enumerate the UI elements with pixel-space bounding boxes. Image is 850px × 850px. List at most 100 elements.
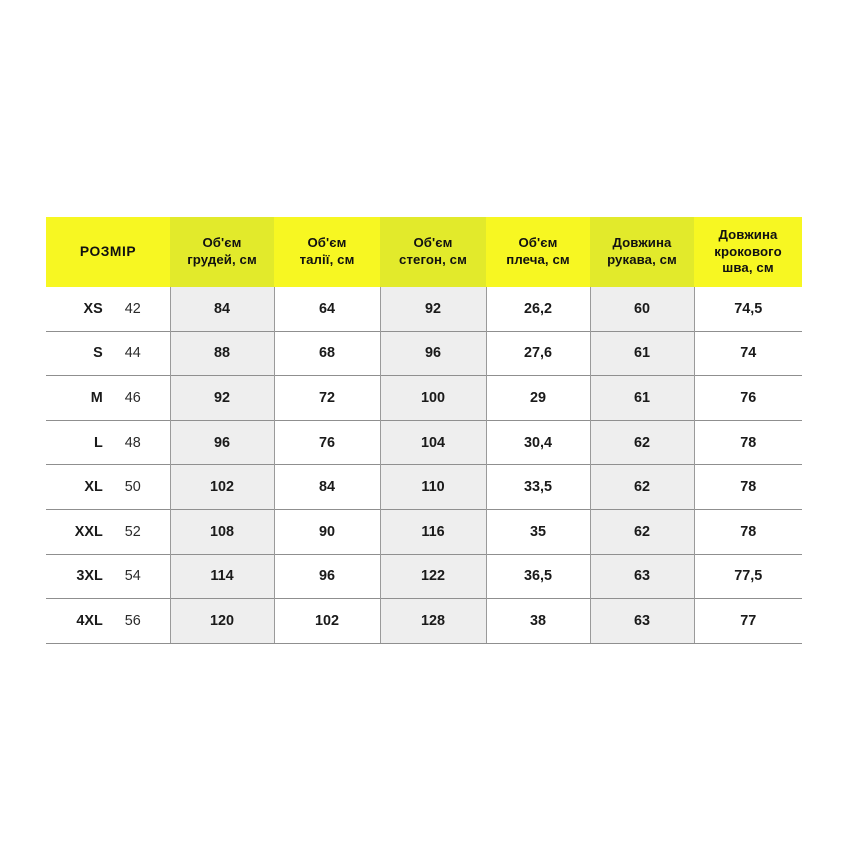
table-row: XXL 52 108 90 116 35 62 78 bbox=[46, 508, 802, 555]
table-row: 3XL 54 114 96 122 36,5 63 77,5 bbox=[46, 553, 802, 599]
column-header-sleeve: Довжина рукава, см bbox=[590, 217, 694, 287]
size-letter: XL bbox=[84, 479, 103, 496]
cell-inseam: 77,5 bbox=[694, 553, 802, 599]
cell-sleeve: 63 bbox=[589, 553, 695, 599]
cell-waist: 90 bbox=[274, 508, 380, 555]
cell-sleeve: 60 bbox=[589, 287, 695, 332]
cell-size: XS 42 bbox=[46, 287, 170, 332]
cell-shoulder: 38 bbox=[486, 598, 590, 644]
cell-hips: 96 bbox=[379, 330, 487, 376]
cell-sleeve: 63 bbox=[589, 598, 695, 644]
header-row: РОЗМІР Об'єм грудей, см Об'єм талії, см … bbox=[46, 217, 802, 287]
cell-shoulder: 26,2 bbox=[486, 287, 590, 332]
cell-hips: 128 bbox=[379, 598, 487, 644]
table-row: XS 42 84 64 92 26,2 60 74,5 bbox=[46, 287, 802, 332]
cell-hips: 100 bbox=[379, 375, 487, 421]
cell-hips: 92 bbox=[379, 287, 487, 332]
size-chart-container: РОЗМІР Об'єм грудей, см Об'єм талії, см … bbox=[46, 217, 802, 644]
size-number: 44 bbox=[124, 345, 141, 362]
cell-chest: 114 bbox=[169, 553, 275, 599]
cell-waist: 84 bbox=[274, 464, 380, 510]
cell-chest: 88 bbox=[169, 330, 275, 376]
cell-waist: 68 bbox=[274, 330, 380, 376]
cell-inseam: 74,5 bbox=[694, 287, 802, 332]
column-header-shoulder-line1: Об'єм bbox=[518, 235, 558, 251]
table-header: РОЗМІР Об'єм грудей, см Об'єм талії, см … bbox=[46, 217, 802, 287]
cell-inseam: 77 bbox=[694, 598, 802, 644]
cell-waist: 72 bbox=[274, 375, 380, 421]
size-chart-table: РОЗМІР Об'єм грудей, см Об'єм талії, см … bbox=[46, 217, 802, 644]
column-header-shoulder: Об'єм плеча, см bbox=[486, 217, 590, 287]
table-row: M 46 92 72 100 29 61 76 bbox=[46, 375, 802, 421]
cell-waist: 64 bbox=[274, 287, 380, 332]
cell-inseam: 78 bbox=[694, 419, 802, 465]
column-header-waist-line2: талії, см bbox=[299, 252, 355, 267]
size-letter: 3XL bbox=[76, 568, 103, 585]
cell-chest: 108 bbox=[169, 508, 275, 555]
cell-inseam: 78 bbox=[694, 464, 802, 510]
column-header-waist-line1: Об'єм bbox=[307, 235, 347, 251]
table-row: L 48 96 76 104 30,4 62 78 bbox=[46, 419, 802, 465]
column-header-waist: Об'єм талії, см bbox=[274, 217, 380, 287]
column-header-hips-line1: Об'єм bbox=[413, 235, 453, 251]
cell-shoulder: 30,4 bbox=[486, 419, 590, 465]
column-header-inseam: Довжина крокового шва, см bbox=[694, 217, 802, 287]
column-header-hips: Об'єм стегон, см bbox=[380, 217, 486, 287]
table-row: S 44 88 68 96 27,6 61 74 bbox=[46, 330, 802, 376]
size-letter: L bbox=[93, 434, 103, 451]
column-header-inseam-line3: шва, см bbox=[722, 260, 774, 276]
size-number: 56 bbox=[124, 612, 141, 629]
cell-sleeve: 62 bbox=[589, 419, 695, 465]
cell-shoulder: 27,6 bbox=[486, 330, 590, 376]
column-header-inseam-line2: крокового bbox=[714, 243, 782, 259]
column-header-chest-line2: грудей, см bbox=[187, 252, 257, 267]
column-header-hips-line2: стегон, см bbox=[399, 252, 467, 267]
cell-shoulder: 35 bbox=[486, 508, 590, 555]
cell-waist: 96 bbox=[274, 553, 380, 599]
cell-sleeve: 61 bbox=[589, 375, 695, 421]
cell-size: M 46 bbox=[46, 375, 170, 421]
cell-size: XXL 52 bbox=[46, 508, 170, 555]
cell-waist: 76 bbox=[274, 419, 380, 465]
cell-waist: 102 bbox=[274, 598, 380, 644]
cell-sleeve: 61 bbox=[589, 330, 695, 376]
cell-hips: 110 bbox=[379, 464, 487, 510]
size-letter: S bbox=[93, 345, 103, 362]
cell-inseam: 76 bbox=[694, 375, 802, 421]
cell-inseam: 74 bbox=[694, 330, 802, 376]
column-header-sleeve-line1: Довжина bbox=[612, 235, 672, 251]
column-header-size-label: РОЗМІР bbox=[79, 244, 137, 260]
cell-size: XL 50 bbox=[46, 464, 170, 510]
column-header-size: РОЗМІР bbox=[46, 217, 170, 287]
cell-size: S 44 bbox=[46, 330, 170, 376]
size-letter: XS bbox=[83, 300, 103, 317]
cell-shoulder: 33,5 bbox=[486, 464, 590, 510]
size-number: 46 bbox=[124, 389, 141, 406]
cell-size: 4XL 56 bbox=[46, 598, 170, 644]
size-number: 54 bbox=[124, 568, 141, 585]
cell-chest: 120 bbox=[169, 598, 275, 644]
column-header-inseam-line1: Довжина bbox=[718, 226, 778, 242]
cell-chest: 84 bbox=[169, 287, 275, 332]
cell-chest: 92 bbox=[169, 375, 275, 421]
cell-sleeve: 62 bbox=[589, 508, 695, 555]
table-body: XS 42 84 64 92 26,2 60 74,5 S 44 bbox=[46, 287, 802, 644]
size-letter: M bbox=[90, 389, 103, 406]
table-row: XL 50 102 84 110 33,5 62 78 bbox=[46, 464, 802, 510]
cell-inseam: 78 bbox=[694, 508, 802, 555]
size-number: 52 bbox=[124, 523, 141, 540]
cell-chest: 102 bbox=[169, 464, 275, 510]
table-row: 4XL 56 120 102 128 38 63 77 bbox=[46, 598, 802, 644]
cell-hips: 116 bbox=[379, 508, 487, 555]
size-number: 50 bbox=[124, 479, 141, 496]
size-number: 42 bbox=[124, 300, 141, 317]
column-header-shoulder-line2: плеча, см bbox=[506, 252, 570, 267]
cell-sleeve: 62 bbox=[589, 464, 695, 510]
size-letter: XXL bbox=[74, 523, 103, 540]
cell-hips: 122 bbox=[379, 553, 487, 599]
cell-chest: 96 bbox=[169, 419, 275, 465]
column-header-sleeve-line2: рукава, см bbox=[607, 252, 677, 267]
column-header-chest-line1: Об'єм bbox=[202, 235, 242, 251]
cell-size: 3XL 54 bbox=[46, 553, 170, 599]
cell-hips: 104 bbox=[379, 419, 487, 465]
